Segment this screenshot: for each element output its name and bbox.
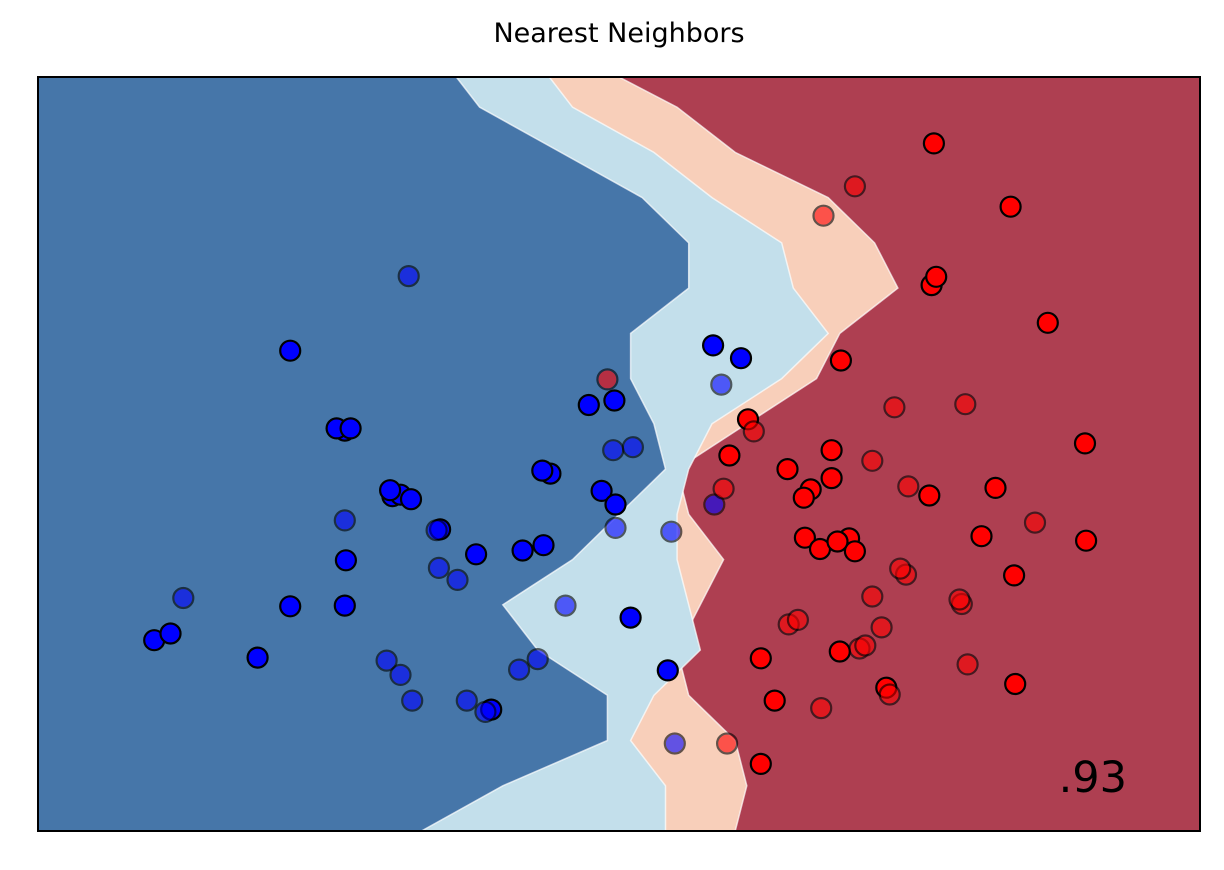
data-points [143, 132, 1098, 776]
region-blue-dark [37, 76, 690, 832]
test-point-class-1 [715, 732, 739, 755]
train-point-class-1 [1002, 564, 1026, 587]
test-point-class-0 [425, 519, 448, 542]
test-point-class-1 [712, 477, 735, 500]
train-point-class-1 [820, 467, 843, 490]
test-point-class-1 [786, 608, 810, 632]
test-point-class-0 [397, 265, 420, 288]
test-point-class-0 [604, 516, 627, 540]
train-point-class-1 [718, 444, 741, 467]
train-point-class-0 [334, 549, 357, 572]
train-point-class-1 [793, 526, 817, 549]
train-point-class-1 [828, 640, 851, 663]
test-point-class-0 [474, 700, 497, 724]
test-point-class-0 [455, 689, 478, 712]
train-point-class-1 [820, 439, 843, 462]
test-point-class-0 [375, 649, 398, 672]
test-point-class-1 [956, 653, 979, 676]
train-point-class-0 [532, 534, 555, 557]
test-point-class-1 [596, 368, 619, 391]
train-point-class-0 [246, 646, 269, 669]
test-point-class-1 [889, 557, 912, 580]
train-point-class-0 [339, 417, 362, 440]
train-point-class-1 [843, 540, 867, 563]
train-point-class-1 [984, 476, 1007, 499]
train-point-class-0 [379, 479, 402, 502]
train-point-class-1 [749, 647, 772, 670]
test-point-class-0 [526, 647, 549, 671]
test-point-class-1 [854, 634, 877, 657]
test-point-class-1 [843, 175, 867, 198]
score-label: .93 [1059, 753, 1127, 803]
test-point-class-0 [172, 586, 195, 610]
train-point-class-1 [792, 486, 815, 509]
test-point-class-1 [861, 449, 884, 472]
train-point-class-1 [918, 484, 941, 507]
train-point-class-1 [776, 458, 799, 481]
train-point-class-0 [577, 393, 600, 417]
train-point-class-1 [1036, 311, 1059, 334]
train-point-class-1 [1074, 529, 1098, 552]
train-point-class-0 [619, 606, 642, 629]
train-point-class-1 [826, 530, 849, 553]
test-point-class-1 [948, 588, 971, 611]
train-point-class-0 [604, 493, 627, 516]
train-point-class-0 [729, 347, 753, 370]
train-point-class-1 [1004, 672, 1027, 696]
test-point-class-0 [446, 568, 469, 592]
chart-title: Nearest Neighbors [493, 18, 745, 49]
test-point-class-0 [389, 663, 412, 687]
test-point-class-0 [427, 556, 450, 580]
test-point-class-0 [507, 658, 531, 681]
test-point-class-0 [554, 594, 577, 617]
test-point-class-1 [883, 396, 906, 419]
train-point-class-0 [399, 488, 423, 511]
train-point-class-0 [279, 339, 302, 362]
train-point-class-1 [829, 349, 853, 372]
test-point-class-1 [1023, 511, 1047, 534]
test-point-class-0 [710, 373, 733, 396]
train-point-class-0 [656, 659, 679, 682]
train-point-class-0 [333, 594, 356, 617]
train-point-class-0 [590, 479, 613, 502]
test-point-class-1 [878, 683, 901, 706]
train-point-class-1 [999, 195, 1022, 218]
plot-frame [37, 76, 1201, 832]
train-point-class-0 [603, 389, 626, 412]
train-point-class-1 [925, 265, 948, 288]
train-point-class-0 [531, 459, 554, 482]
test-point-class-1 [812, 204, 835, 227]
test-point-class-0 [333, 509, 356, 532]
test-point-class-1 [861, 585, 884, 608]
train-point-class-0 [701, 334, 725, 357]
train-point-class-1 [1073, 432, 1097, 455]
test-point-class-0 [602, 439, 625, 462]
train-point-class-1 [749, 752, 772, 776]
train-point-class-0 [511, 539, 534, 562]
test-point-class-0 [621, 436, 645, 459]
test-point-class-1 [954, 393, 977, 416]
test-point-class-1 [742, 420, 765, 443]
test-point-class-1 [870, 616, 893, 639]
train-point-class-1 [922, 132, 946, 155]
train-point-class-0 [159, 622, 182, 645]
train-point-class-0 [465, 543, 488, 566]
test-point-class-0 [401, 689, 424, 712]
test-point-class-1 [897, 475, 920, 498]
train-point-class-0 [279, 595, 302, 618]
test-point-class-1 [810, 696, 833, 720]
train-point-class-1 [763, 689, 786, 712]
test-point-class-0 [660, 520, 683, 543]
train-point-class-1 [970, 525, 993, 548]
test-point-class-0 [663, 732, 686, 755]
